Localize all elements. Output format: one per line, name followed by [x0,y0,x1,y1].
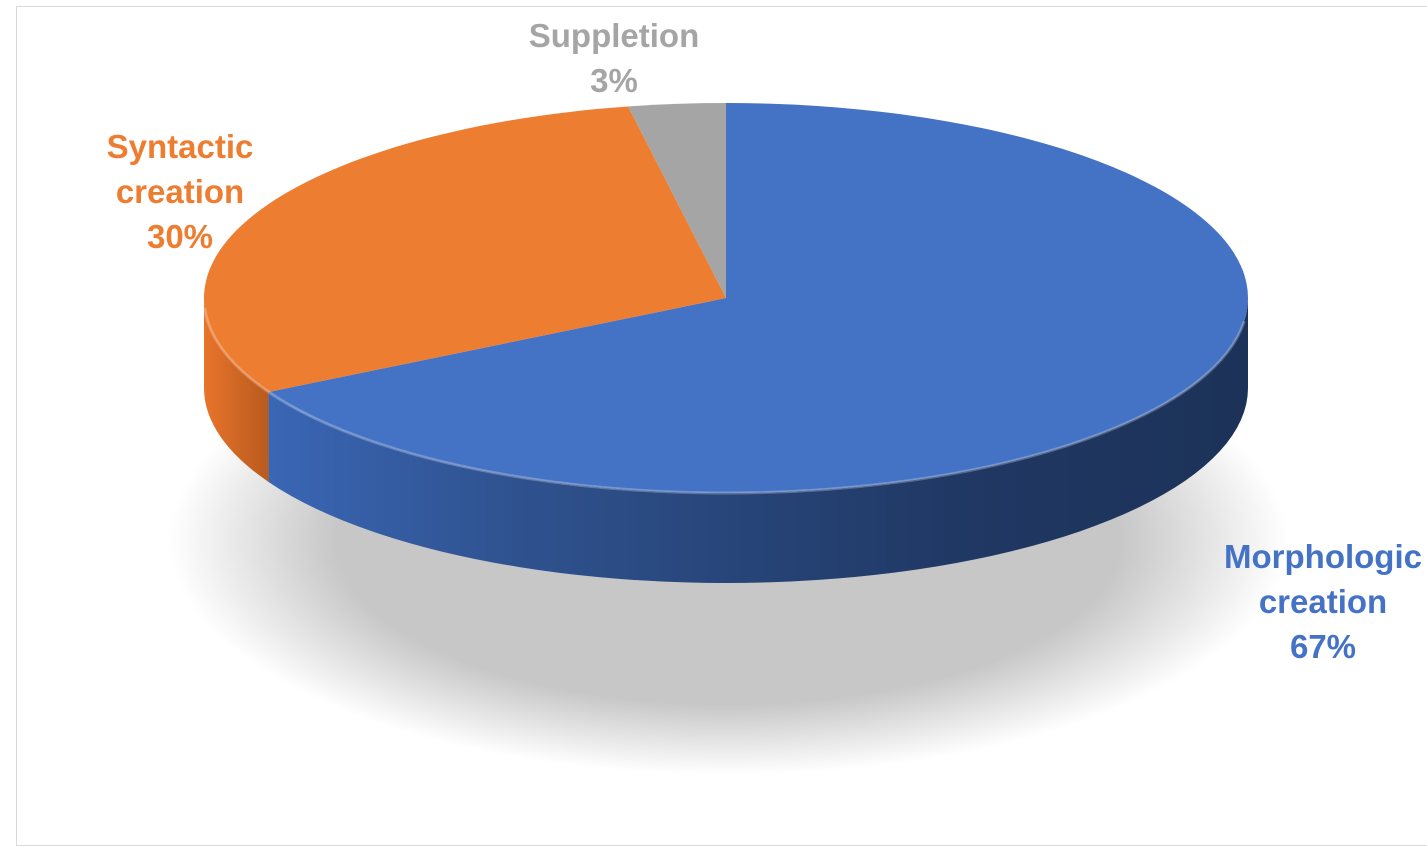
data-label-suppletion: Suppletion 3% [529,17,699,99]
data-label-morphologic-creation: Morphologic creation 67% [1224,538,1422,665]
slice-syntactic-creation[interactable] [203,106,726,392]
data-label-line: Morphologic [1224,538,1422,575]
data-label-line: Suppletion [529,17,699,54]
data-label-line: 67% [1290,628,1356,665]
pie-rim-highlight [203,307,1246,495]
data-labels: Morphologic creation 67% Syntactic creation 3… [107,17,1422,665]
data-label-line: 3% [590,62,638,99]
pie-tops [203,103,1249,495]
data-label-line: Syntactic [107,128,254,165]
slice-side-morphologic-creation [268,298,1249,583]
pie-sides [204,298,1249,583]
data-label-syntactic-creation: Syntactic creation 30% [107,128,254,255]
slice-morphologic-creation[interactable] [268,103,1249,493]
slice-side-syntactic-creation [204,298,269,482]
data-label-line: creation [1259,583,1387,620]
data-label-line: creation [116,173,244,210]
slice-suppletion[interactable] [628,103,726,298]
data-label-line: 30% [147,218,213,255]
